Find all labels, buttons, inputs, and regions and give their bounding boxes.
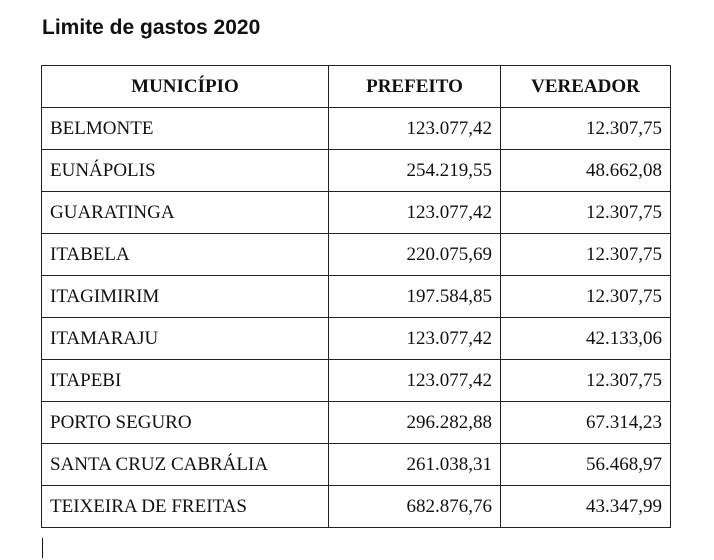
cell-municipio: BELMONTE	[41, 107, 329, 150]
cell-municipio: ITABELA	[41, 233, 329, 276]
cell-municipio: ITAGIMIRIM	[41, 275, 329, 318]
cell-vereador: 48.662,08	[500, 149, 671, 192]
cell-vereador: 67.314,23	[500, 401, 671, 444]
cell-prefeito: 220.075,69	[328, 233, 501, 276]
cell-municipio: SANTA CRUZ CABRÁLIA	[41, 443, 329, 486]
column-header-municipio: MUNICÍPIO	[41, 65, 329, 108]
cell-prefeito: 261.038,31	[328, 443, 501, 486]
table-row: BELMONTE 123.077,42 12.307,75	[41, 107, 671, 150]
page-title: Limite de gastos 2020	[42, 16, 261, 39]
spending-limits-table: MUNICÍPIO PREFEITO VEREADOR BELMONTE 123…	[41, 65, 671, 528]
table-row: SANTA CRUZ CABRÁLIA 261.038,31 56.468,97	[41, 443, 671, 486]
cell-prefeito: 123.077,42	[328, 317, 501, 360]
cell-prefeito: 123.077,42	[328, 359, 501, 402]
column-header-vereador: VEREADOR	[500, 65, 671, 108]
cell-municipio: EUNÁPOLIS	[41, 149, 329, 192]
table-row: TEIXEIRA DE FREITAS 682.876,76 43.347,99	[41, 485, 671, 528]
cell-vereador: 12.307,75	[500, 275, 671, 318]
cell-prefeito: 123.077,42	[328, 107, 501, 150]
cell-municipio: TEIXEIRA DE FREITAS	[41, 485, 329, 528]
column-header-prefeito: PREFEITO	[328, 65, 501, 108]
table-row: ITAGIMIRIM 197.584,85 12.307,75	[41, 275, 671, 318]
cell-vereador: 42.133,06	[500, 317, 671, 360]
cell-vereador: 12.307,75	[500, 233, 671, 276]
table-header-row: MUNICÍPIO PREFEITO VEREADOR	[41, 65, 671, 108]
cell-municipio: ITAMARAJU	[41, 317, 329, 360]
table-row: GUARATINGA 123.077,42 12.307,75	[41, 191, 671, 234]
table-row: ITABELA 220.075,69 12.307,75	[41, 233, 671, 276]
table-row: PORTO SEGURO 296.282,88 67.314,23	[41, 401, 671, 444]
cell-municipio: PORTO SEGURO	[41, 401, 329, 444]
cell-prefeito: 197.584,85	[328, 275, 501, 318]
text-cursor	[42, 538, 43, 558]
cell-vereador: 56.468,97	[500, 443, 671, 486]
cell-vereador: 12.307,75	[500, 359, 671, 402]
cell-vereador: 43.347,99	[500, 485, 671, 528]
cell-vereador: 12.307,75	[500, 191, 671, 234]
table-row: EUNÁPOLIS 254.219,55 48.662,08	[41, 149, 671, 192]
cell-municipio: ITAPEBI	[41, 359, 329, 402]
cell-vereador: 12.307,75	[500, 107, 671, 150]
cell-prefeito: 296.282,88	[328, 401, 501, 444]
cell-prefeito: 254.219,55	[328, 149, 501, 192]
cell-prefeito: 682.876,76	[328, 485, 501, 528]
table-row: ITAPEBI 123.077,42 12.307,75	[41, 359, 671, 402]
cell-prefeito: 123.077,42	[328, 191, 501, 234]
table-row: ITAMARAJU 123.077,42 42.133,06	[41, 317, 671, 360]
cell-municipio: GUARATINGA	[41, 191, 329, 234]
